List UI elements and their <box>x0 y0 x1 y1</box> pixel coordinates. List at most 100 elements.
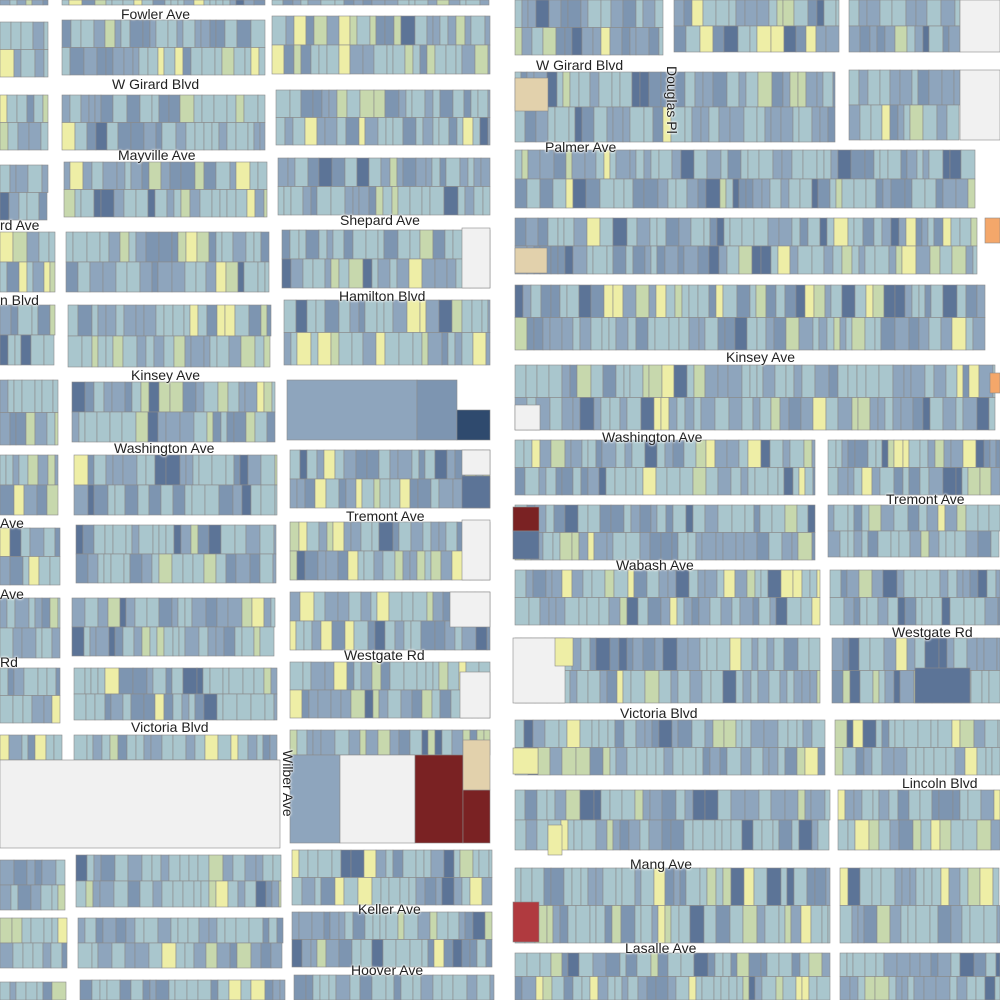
parcel <box>194 161 205 190</box>
parcel <box>990 467 1000 496</box>
parcel <box>27 454 39 486</box>
parcel <box>939 569 949 598</box>
parcel <box>846 569 860 598</box>
parcel <box>165 667 173 695</box>
parcel <box>759 504 773 533</box>
parcel <box>272 553 277 584</box>
parcel <box>627 976 639 1000</box>
parcel <box>5 454 14 486</box>
parcel <box>658 569 669 598</box>
parcel <box>184 335 192 368</box>
parcel <box>940 0 956 27</box>
parcel <box>521 976 537 1000</box>
parcel <box>250 47 260 76</box>
parcel <box>991 747 1000 776</box>
parcel-highlight <box>414 754 464 844</box>
parcel <box>629 27 637 56</box>
parcel <box>234 524 247 555</box>
parcel <box>650 245 658 275</box>
parcel <box>954 0 961 27</box>
parcel <box>675 569 690 598</box>
parcel <box>600 27 611 56</box>
parcel <box>389 258 398 289</box>
parcel <box>647 597 662 626</box>
parcel <box>723 569 736 598</box>
parcel <box>262 854 274 882</box>
parcel <box>43 49 49 78</box>
parcel <box>839 952 848 977</box>
parcel <box>13 484 25 516</box>
parcel <box>250 693 266 721</box>
parcel <box>756 106 766 143</box>
parcel <box>414 15 428 46</box>
parcel <box>420 974 434 1000</box>
parcel <box>548 364 563 398</box>
parcel <box>853 178 867 209</box>
parcel <box>792 569 803 598</box>
parcel <box>174 47 184 76</box>
parcel <box>995 439 1000 468</box>
parcel <box>868 819 880 851</box>
parcel <box>99 979 108 1000</box>
parcel <box>736 284 751 318</box>
parcel <box>903 364 912 398</box>
parcel <box>247 734 258 761</box>
parcel <box>158 597 173 628</box>
parcel <box>112 524 127 555</box>
parcel <box>99 880 115 908</box>
parcel <box>657 178 669 209</box>
parcel <box>32 261 45 293</box>
parcel <box>751 245 762 275</box>
parcel <box>514 27 523 56</box>
parcel <box>41 627 53 659</box>
parcel <box>455 15 466 46</box>
parcel <box>343 877 359 906</box>
parcel <box>27 164 43 193</box>
parcel <box>908 317 920 351</box>
parcel <box>154 189 168 218</box>
parcel <box>340 689 352 719</box>
parcel <box>765 284 777 318</box>
parcel <box>217 734 232 761</box>
parcel <box>572 317 581 351</box>
parcel <box>727 364 743 398</box>
parcel <box>334 449 345 480</box>
parcel <box>762 364 776 398</box>
parcel <box>161 122 177 151</box>
parcel <box>778 819 793 851</box>
parcel <box>576 670 589 704</box>
parcel <box>956 284 967 318</box>
parcel <box>445 521 458 552</box>
parcel <box>719 178 727 209</box>
parcel <box>425 157 433 187</box>
parcel <box>0 192 10 221</box>
parcel <box>436 911 449 940</box>
parcel <box>353 0 364 6</box>
parcel <box>866 597 879 626</box>
parcel <box>34 597 43 629</box>
parcel <box>525 819 538 851</box>
parcel <box>204 484 220 516</box>
parcel <box>155 19 169 48</box>
parcel <box>396 157 404 187</box>
parcel <box>826 317 835 351</box>
parcel <box>930 819 941 851</box>
parcel <box>461 332 474 366</box>
parcel <box>317 849 333 878</box>
parcel <box>889 69 901 106</box>
parcel <box>549 317 563 351</box>
parcel <box>792 106 800 143</box>
parcel <box>459 849 474 878</box>
parcel <box>817 819 830 851</box>
parcel <box>975 439 985 468</box>
parcel <box>544 719 560 748</box>
parcel <box>147 47 159 76</box>
parcel <box>26 261 34 293</box>
parcel <box>835 439 843 468</box>
parcel <box>688 569 699 598</box>
parcel <box>981 670 990 704</box>
parcel <box>619 397 628 431</box>
parcel <box>781 149 793 180</box>
parcel <box>768 0 778 27</box>
